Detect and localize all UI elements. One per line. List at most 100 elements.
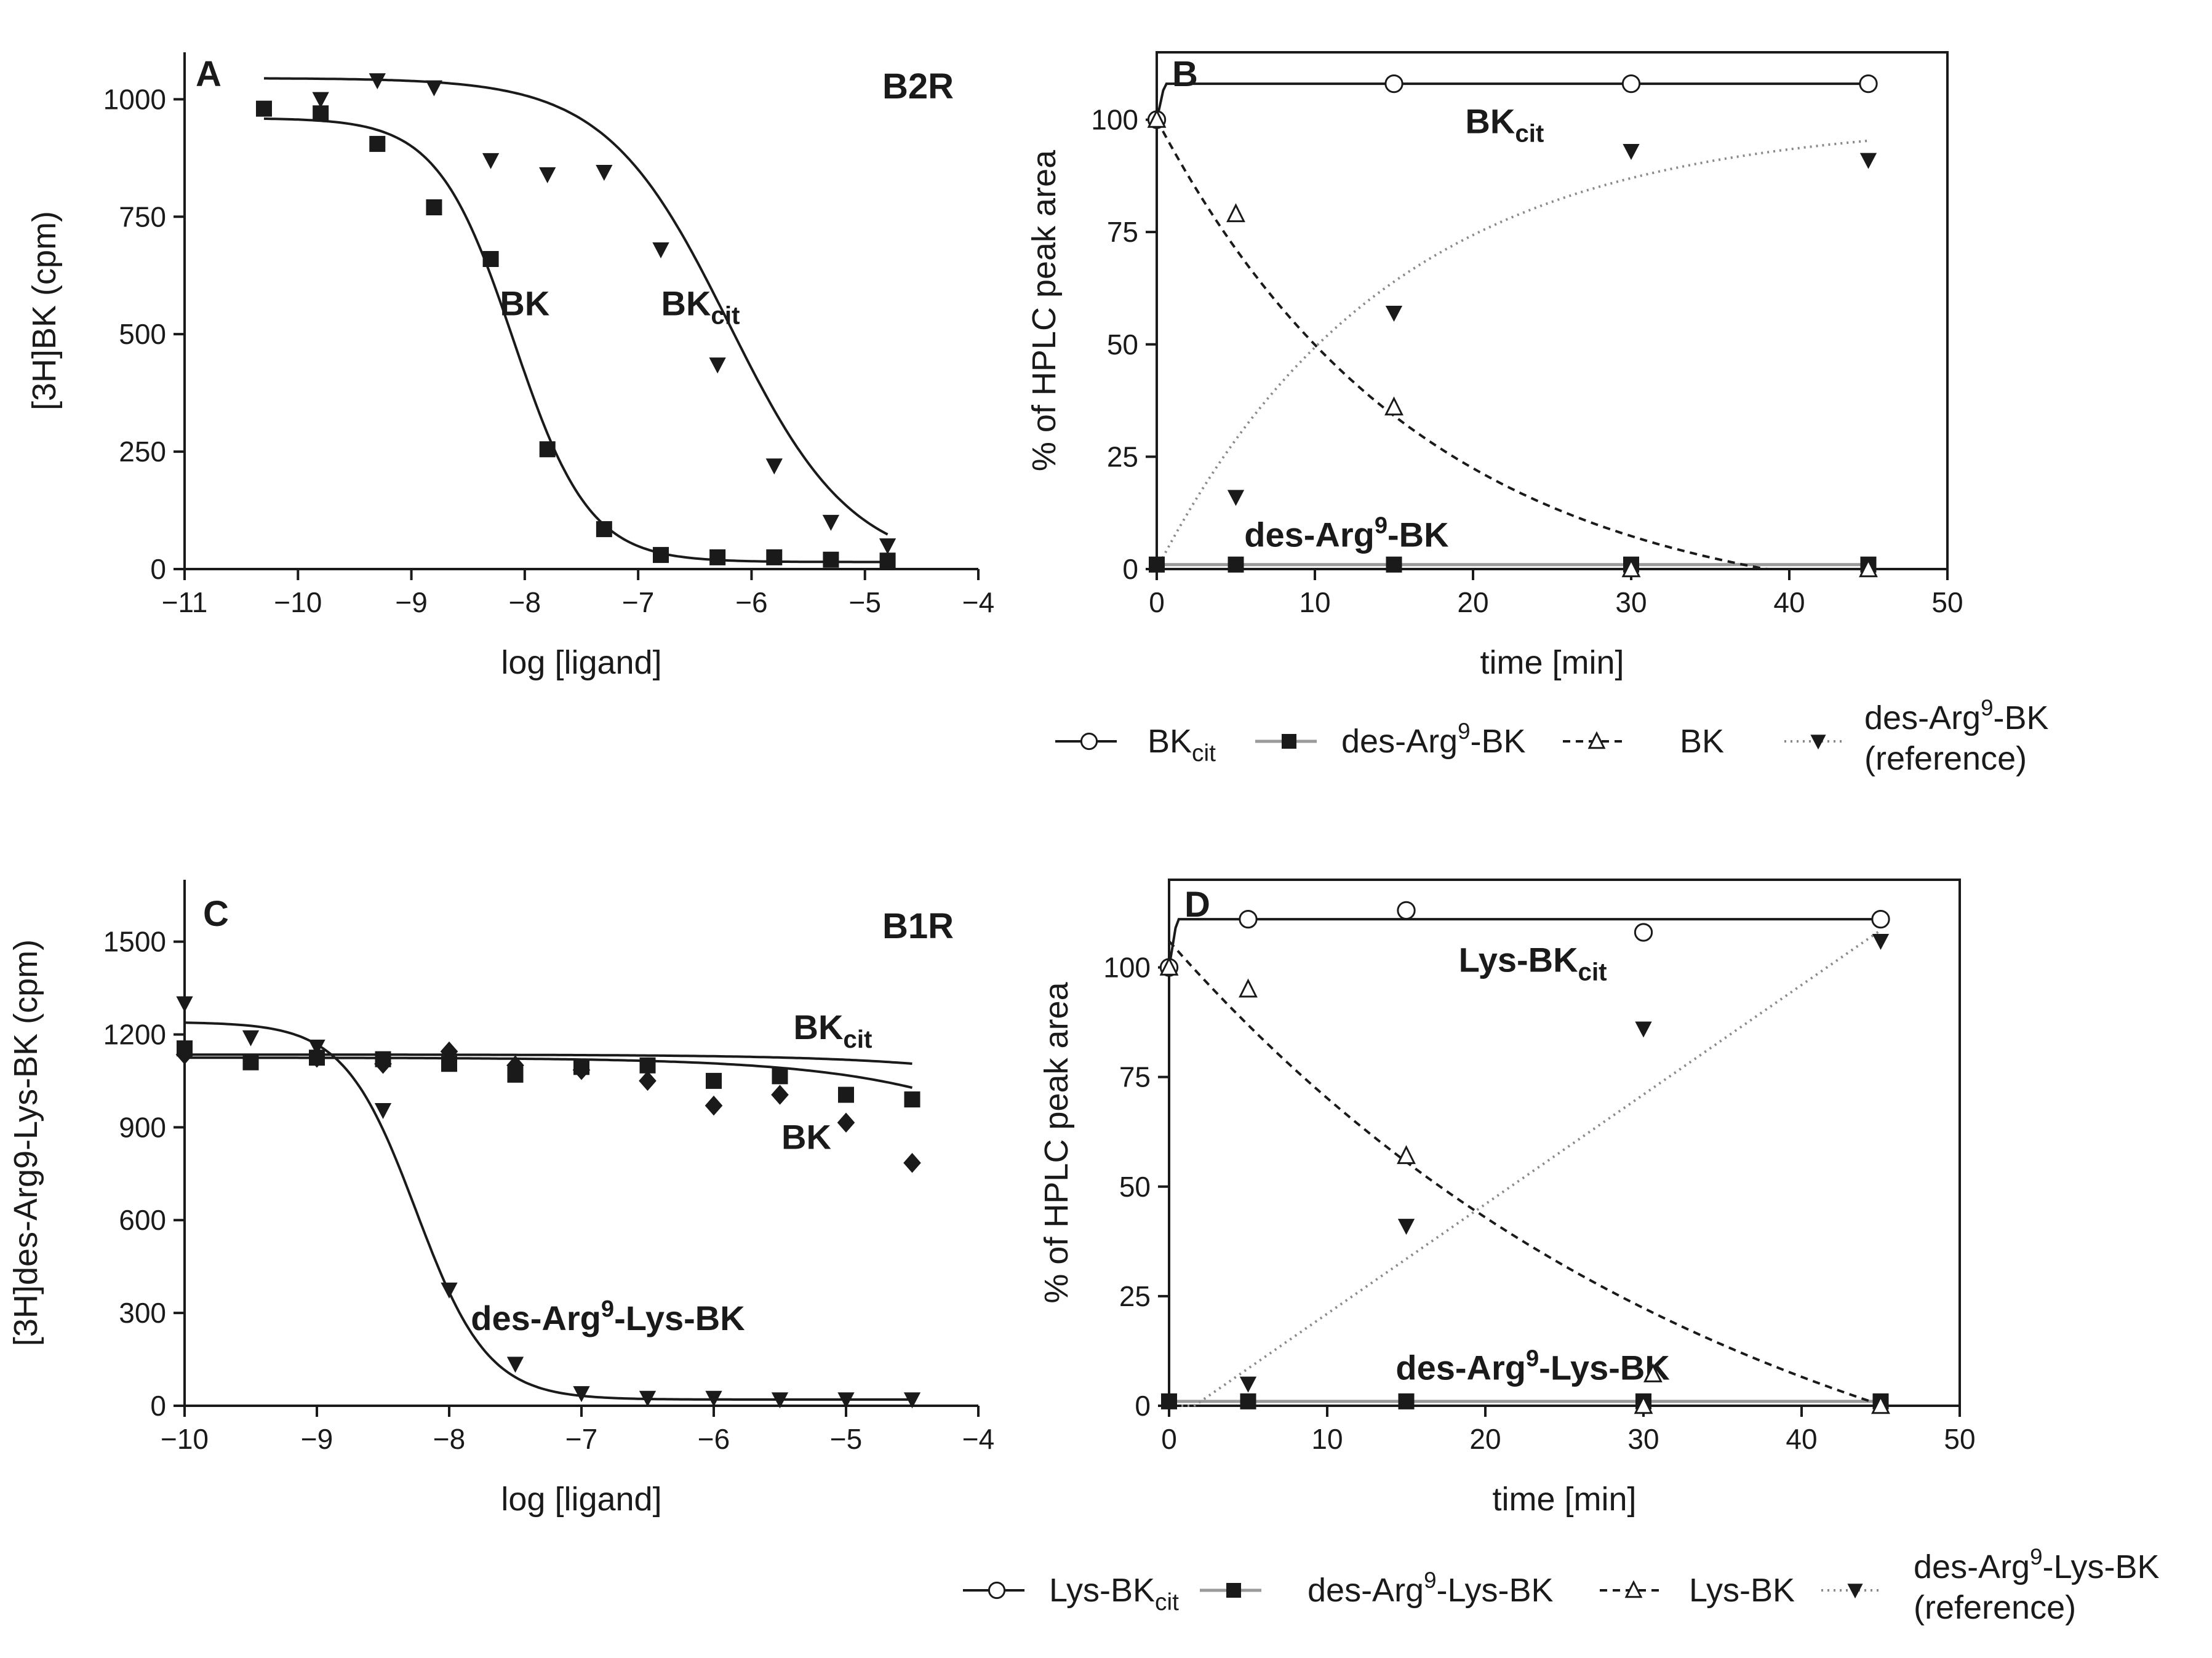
x-tick-label: 20 [1469, 1423, 1501, 1455]
x-tick-label: −7 [622, 586, 654, 618]
x-tick-label: 10 [1311, 1423, 1343, 1455]
legend-label: BKcit [1148, 723, 1216, 767]
data-point [573, 1386, 590, 1403]
data-point [312, 92, 329, 108]
y-tick-label: 75 [1119, 1061, 1151, 1093]
y-tick-label: 50 [1119, 1171, 1151, 1203]
data-point [1621, 74, 1641, 94]
legend-label: Lys-BK [1689, 1572, 1795, 1609]
fit-curve-lys-bk [1168, 940, 1882, 1406]
data-point [1149, 556, 1165, 573]
series-bkcit [312, 73, 896, 555]
data-point [1859, 558, 1878, 578]
y-tick-label: 1000 [103, 83, 166, 115]
data-point [176, 996, 193, 1013]
panel-tag: B1R [882, 906, 954, 946]
series-bk [1147, 108, 1878, 578]
x-tick-label: −10 [161, 1423, 209, 1455]
data-point [705, 1095, 723, 1116]
legend-label-line2: (reference) [1914, 1589, 2076, 1626]
y-tick-label: 600 [119, 1204, 166, 1236]
annotation-label: des-Arg9-Lys-BK [1395, 1345, 1669, 1387]
data-point [440, 1041, 458, 1062]
x-tick-label: −4 [962, 586, 994, 618]
data-point [709, 357, 726, 374]
fit-curve-des-arg9-lys-bk [184, 1021, 912, 1401]
x-axis-title: log [ligand] [501, 644, 661, 681]
legend-marker [1810, 735, 1826, 750]
data-point [308, 1047, 326, 1068]
panel-tag: B2R [882, 66, 954, 106]
fit-curve-bk [1156, 119, 1869, 570]
annotation-label: des-Arg9-Lys-BK [471, 1296, 745, 1337]
data-point [242, 1030, 260, 1046]
x-axis-title: time [min] [1480, 644, 1624, 681]
legend-label-sup: 9 [1458, 719, 1470, 744]
annotation-label: BKcit [794, 1008, 872, 1053]
y-axis-title: % of HPLC peak area [1026, 149, 1063, 471]
x-tick-label: −6 [735, 586, 767, 618]
data-point [506, 1357, 524, 1373]
legend-marker [988, 1581, 1006, 1600]
data-point [1859, 74, 1878, 94]
x-tick-label: 50 [1931, 586, 1963, 618]
annotation-label-text: des-Arg [471, 1299, 601, 1337]
legend-marker [1282, 734, 1296, 749]
x-tick-label: 0 [1161, 1423, 1177, 1455]
legend-marker [1080, 732, 1098, 751]
x-tick-label: −11 [162, 586, 208, 618]
y-tick-label: 100 [1103, 952, 1151, 984]
annotation-label: Lys-BKcit [1459, 941, 1607, 986]
fit-curve-bk [185, 1056, 912, 1089]
data-point [903, 1152, 921, 1173]
data-point [652, 242, 669, 259]
annotation-label: BKcit [661, 284, 740, 330]
data-point [1147, 108, 1167, 128]
x-tick-label: −8 [433, 1423, 465, 1455]
fit-curve-bkcit [185, 1053, 912, 1065]
y-axis-title: % of HPLC peak area [1038, 981, 1075, 1303]
annotation-label: BK [781, 1118, 831, 1157]
legend-label: des-Arg9-BK [1341, 719, 1526, 760]
data-point [1385, 305, 1403, 322]
x-tick-label: −9 [301, 1423, 333, 1455]
series-bk [256, 100, 896, 569]
x-tick-label: 40 [1786, 1423, 1817, 1455]
data-point [903, 1392, 921, 1409]
series-des-arg9-bk-reference [1227, 143, 1877, 506]
data-point [426, 199, 442, 215]
annotation-label-text: Lys-BK [1459, 941, 1578, 979]
legend-label-sup: 9 [1981, 695, 1993, 720]
panel-b: 0 10 20 30 40 50 0 25 50 75 100 time [min] % of HPLC… [1026, 51, 1963, 681]
x-axis-title: time [min] [1492, 1481, 1636, 1518]
data-point [242, 1054, 259, 1070]
series-bkcit [177, 1040, 920, 1108]
legend-label-text: des-Arg [1308, 1572, 1424, 1609]
fit-curve-bkcit [1156, 82, 1869, 121]
legend-label-tail: -Lys-BK [1437, 1572, 1554, 1609]
x-tick-label: −6 [698, 1423, 730, 1455]
y-tick-label: 0 [150, 1390, 166, 1422]
data-point [369, 135, 386, 152]
data-point [639, 1070, 657, 1091]
legend-label-sup: 9 [1424, 1568, 1436, 1593]
fit-curve-des-arg9-bk-reference [1156, 139, 1869, 570]
data-point [1228, 556, 1244, 573]
panel-letter: C [203, 894, 229, 934]
legend-label-text: Lys-BK [1689, 1572, 1795, 1609]
data-point [1240, 1393, 1256, 1409]
data-point [771, 1392, 789, 1409]
y-tick-label: 900 [119, 1111, 166, 1143]
annotation-label-sup: 9 [1375, 512, 1387, 538]
annotation-label-text: BK [661, 284, 711, 323]
annotation-label-sub: cit [843, 1025, 872, 1053]
data-point [639, 1390, 657, 1407]
x-tick-label: −5 [830, 1423, 862, 1455]
y-tick-label: 300 [119, 1297, 166, 1329]
legend-label-sub: cit [1155, 1589, 1179, 1616]
data-point [822, 514, 840, 531]
data-point [771, 1085, 789, 1105]
data-point [506, 1055, 524, 1076]
x-tick-label: −9 [395, 586, 427, 618]
data-point [879, 538, 896, 555]
